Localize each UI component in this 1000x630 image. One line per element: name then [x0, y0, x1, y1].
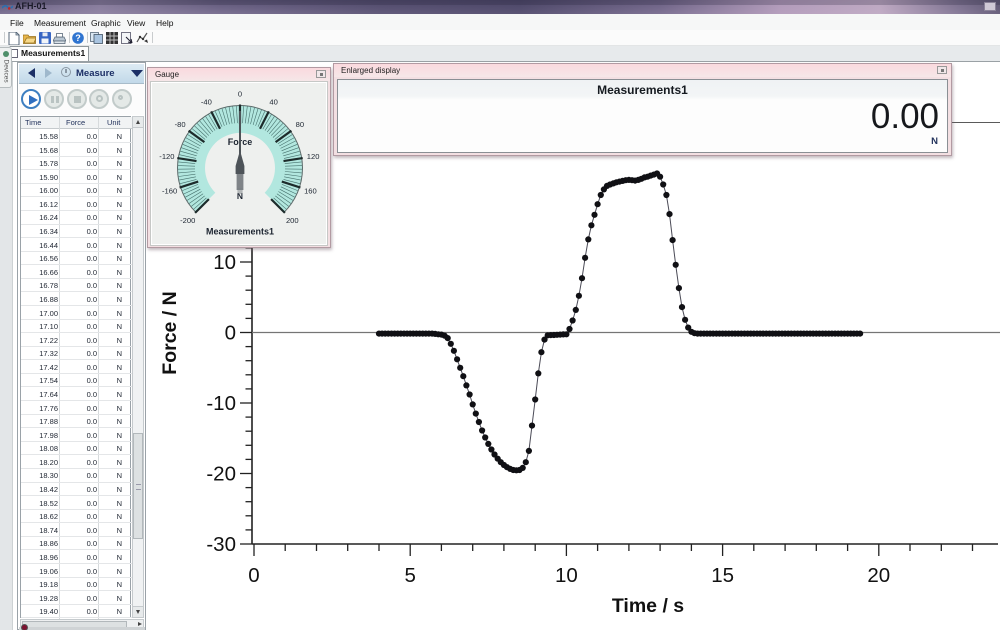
svg-text:Force / N: Force / N: [159, 291, 181, 374]
svg-text:10: 10: [555, 564, 578, 587]
svg-text:80: 80: [296, 120, 304, 129]
svg-text:5: 5: [404, 564, 415, 587]
svg-text:-30: -30: [206, 533, 236, 556]
svg-text:N: N: [237, 191, 243, 201]
svg-text:-40: -40: [201, 98, 212, 107]
svg-text:Measurements1: Measurements1: [206, 227, 274, 237]
svg-text:15: 15: [711, 564, 734, 587]
svg-text:0: 0: [248, 564, 259, 587]
svg-text:-80: -80: [175, 120, 186, 129]
svg-text:-20: -20: [206, 463, 236, 486]
svg-text:160: 160: [304, 186, 317, 195]
svg-text:20: 20: [867, 564, 890, 587]
svg-text:0: 0: [225, 322, 236, 345]
svg-text:10: 10: [213, 251, 236, 274]
svg-text:-200: -200: [180, 216, 195, 225]
svg-text:200: 200: [286, 216, 299, 225]
svg-text:0: 0: [238, 90, 242, 99]
svg-text:-160: -160: [162, 186, 177, 195]
svg-text:-10: -10: [206, 392, 236, 415]
svg-text:120: 120: [307, 152, 320, 161]
svg-text:Time / s: Time / s: [612, 595, 684, 617]
svg-text:40: 40: [269, 98, 277, 107]
svg-text:?: ?: [75, 33, 81, 43]
svg-text:-120: -120: [159, 152, 174, 161]
